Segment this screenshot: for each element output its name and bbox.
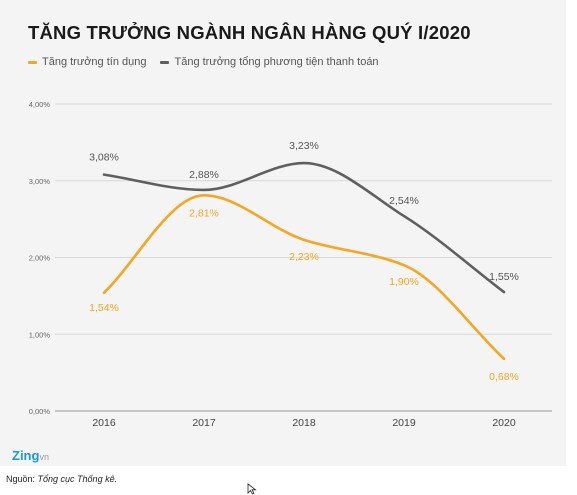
brand-suffix: vn: [39, 452, 49, 462]
credit-data-label: 2,23%: [289, 251, 319, 263]
payment-data-label: 3,23%: [289, 140, 319, 152]
payment-data-label: 3,08%: [89, 152, 119, 164]
source-note: Nguồn: Tổng cục Thống kê.: [6, 474, 117, 484]
payment-data-label: 2,54%: [389, 195, 419, 207]
payment-series-line: [102, 161, 506, 294]
brand-name: Zing: [12, 448, 40, 463]
source-prefix: Nguồn:: [6, 474, 38, 484]
x-tick-label: 2017: [192, 417, 216, 429]
line-chart: 0,00% 1,00% 2,00% 3,00% 4,00% 2016 2017 2018 201…: [29, 100, 552, 429]
chart-card: TĂNG TRƯỞNG NGÀNH NGÂN HÀNG QUÝ I/2020 T…: [0, 0, 566, 466]
legend-item-credit: Tăng trưởng tín dụng: [28, 56, 146, 68]
legend-item-payment: Tăng trưởng tổng phương tiện thanh toán: [160, 56, 379, 68]
legend-label-payment: Tăng trưởng tổng phương tiện thanh toán: [174, 56, 379, 68]
mouse-cursor-icon: [247, 483, 257, 495]
credit-data-label: 1,90%: [389, 276, 419, 288]
credit-series-line: [102, 194, 506, 361]
legend-swatch-credit: [28, 60, 37, 64]
x-tick-label: 2020: [492, 417, 516, 429]
credit-data-label: 2,81%: [189, 207, 219, 219]
y-tick-label: 2,00%: [29, 254, 51, 263]
legend-label-credit: Tăng trưởng tín dụng: [42, 56, 147, 68]
y-tick-label: 1,00%: [29, 330, 51, 339]
legend-swatch-payment: [160, 60, 170, 64]
chart-title: TĂNG TRƯỞNG NGÀNH NGÂN HÀNG QUÝ I/2020: [28, 22, 471, 43]
payment-data-label: 2,88%: [189, 169, 219, 181]
credit-data-label: 1,54%: [89, 302, 119, 314]
y-tick-label: 0,00%: [29, 407, 51, 416]
brand-logo: Zingvn: [12, 448, 49, 463]
x-tick-label: 2019: [392, 417, 416, 429]
y-tick-label: 3,00%: [29, 177, 51, 186]
chart-legend: Tăng trưởng tín dụng Tăng trưởng tổng ph…: [28, 56, 379, 68]
payment-data-label: 1,55%: [489, 271, 519, 283]
x-tick-label: 2018: [292, 417, 316, 429]
credit-data-label: 0,68%: [489, 371, 519, 383]
source-text: Tổng cục Thống kê.: [37, 474, 118, 484]
y-tick-label: 4,00%: [29, 100, 51, 109]
x-tick-label: 2016: [92, 417, 116, 429]
